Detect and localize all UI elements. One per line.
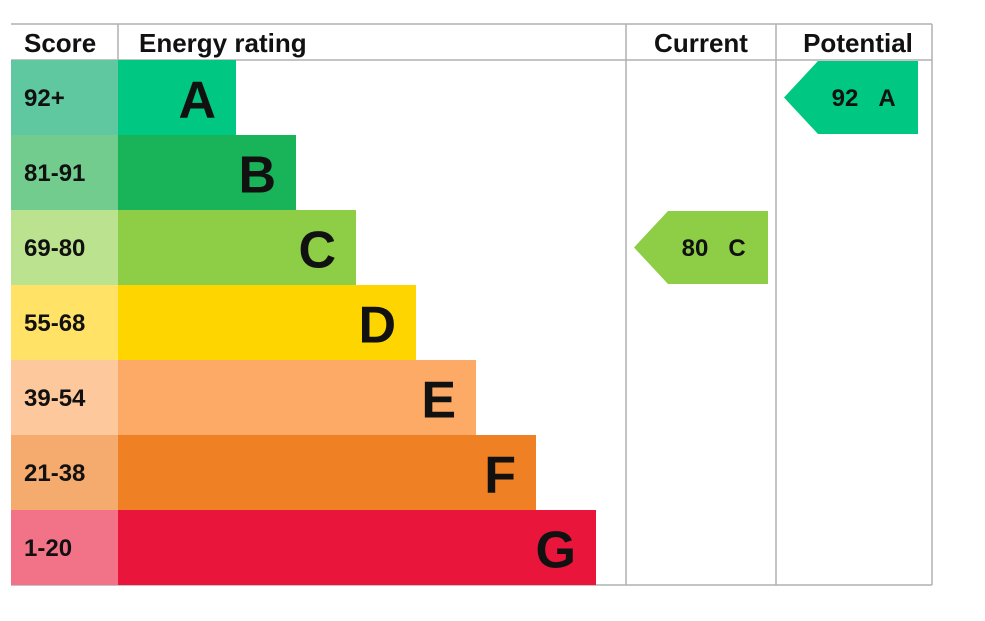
- score-range: 69-80: [24, 235, 85, 262]
- rating-bar: [118, 210, 356, 285]
- score-range: 81-91: [24, 160, 85, 187]
- rating-letter: A: [178, 72, 216, 130]
- score-cell: [11, 135, 118, 210]
- score-range: 1-20: [24, 535, 72, 562]
- rating-letter: C: [298, 222, 336, 280]
- header-score: Score: [24, 28, 96, 58]
- score-cell: [11, 210, 118, 285]
- potential-band: A: [878, 85, 895, 112]
- rating-bar: [118, 435, 536, 510]
- rating-bar: [118, 285, 416, 360]
- score-cell: [11, 285, 118, 360]
- rating-bar: [118, 60, 236, 135]
- score-cell: [11, 360, 118, 435]
- score-range: 21-38: [24, 460, 85, 487]
- score-range: 55-68: [24, 310, 85, 337]
- rating-letter: G: [536, 522, 576, 580]
- rating-bar: [118, 510, 596, 585]
- header-potential: Potential: [803, 28, 913, 58]
- rating-letter: D: [358, 297, 396, 355]
- header-rating: Energy rating: [139, 28, 307, 58]
- rating-letter: B: [238, 147, 276, 205]
- potential-arrow: [784, 61, 918, 134]
- rating-letter: F: [484, 447, 516, 505]
- score-range: 39-54: [24, 385, 86, 412]
- header-current: Current: [654, 28, 748, 58]
- score-cell: [11, 510, 118, 585]
- current-value: 80: [682, 235, 709, 262]
- rating-letter: E: [421, 372, 456, 430]
- potential-value: 92: [832, 85, 859, 112]
- score-range: 92+: [24, 85, 65, 112]
- rating-bar: [118, 360, 476, 435]
- current-band: C: [728, 235, 745, 262]
- rating-bar: [118, 135, 296, 210]
- score-cell: [11, 60, 118, 135]
- score-cell: [11, 435, 118, 510]
- current-arrow: [634, 211, 768, 284]
